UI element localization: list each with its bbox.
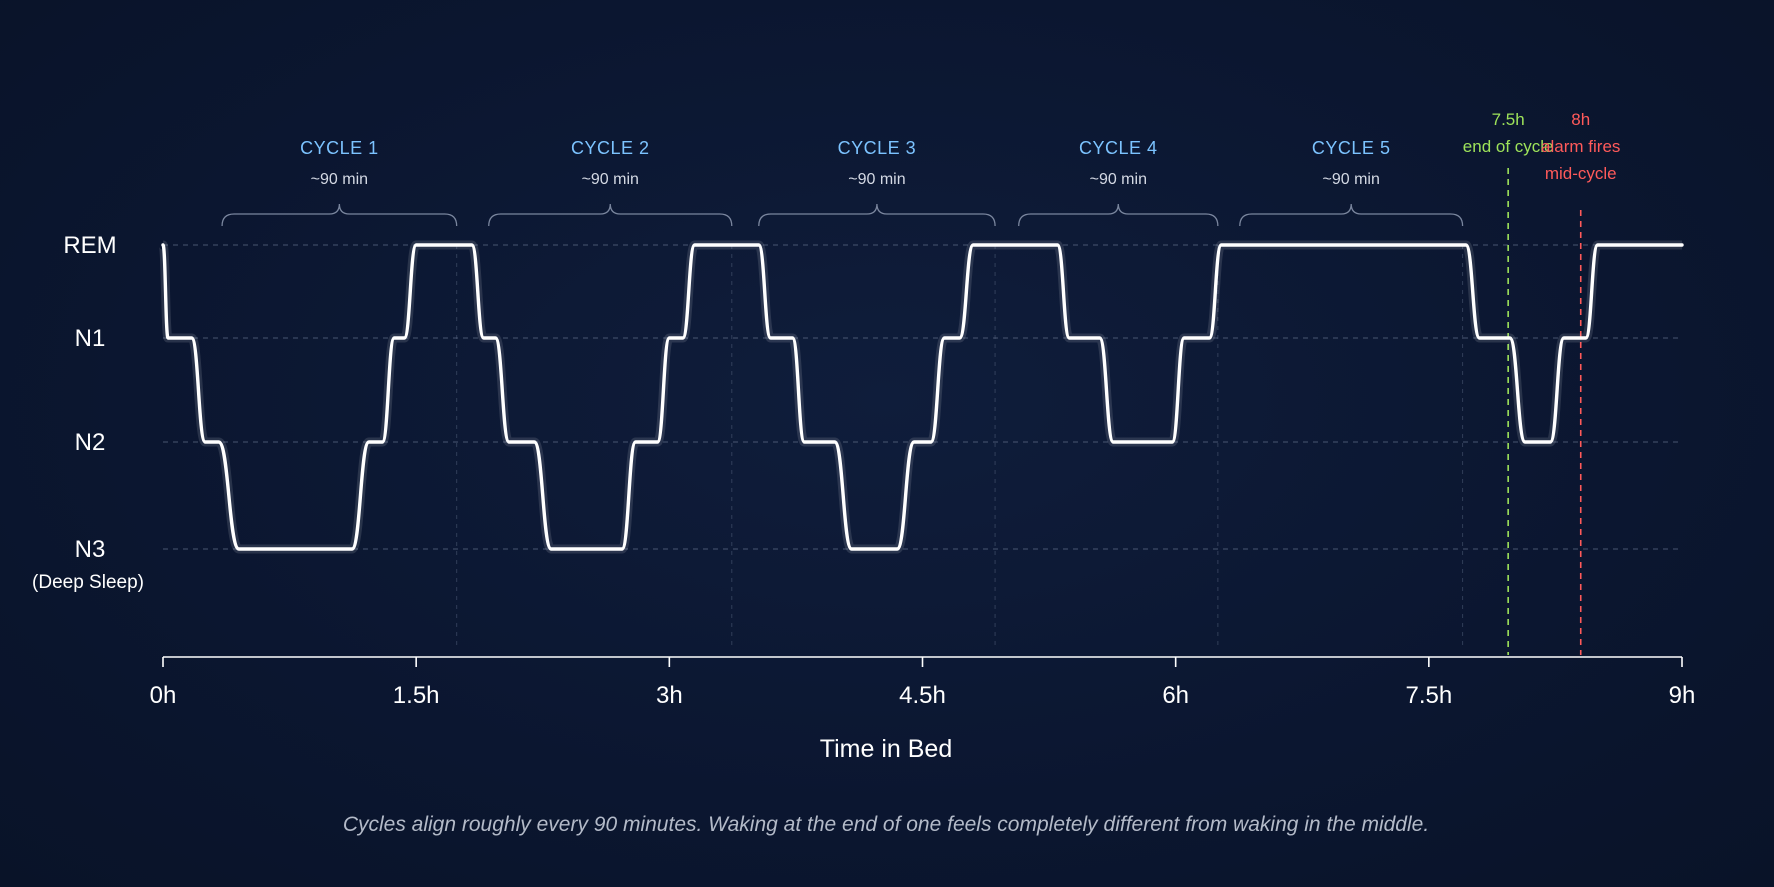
cycle-duration-2: ~90 min xyxy=(582,171,639,188)
hypnogram-line xyxy=(158,240,1684,554)
y-label-n1: N1 xyxy=(75,325,106,352)
cycle-title-2: CYCLE 2 xyxy=(571,138,650,158)
cycle-duration-5: ~90 min xyxy=(1323,171,1380,188)
x-axis-title: Time in Bed xyxy=(820,735,952,763)
cycle-title-1: CYCLE 1 xyxy=(300,138,379,158)
cycle-bracket-5 xyxy=(1239,203,1464,227)
x-tick-label-1: 0h xyxy=(150,682,177,709)
x-tick-label-7: 9h xyxy=(1669,682,1696,709)
x-tick-label-5: 6h xyxy=(1162,682,1189,709)
cycle-title-3: CYCLE 3 xyxy=(838,138,917,158)
grid-layer xyxy=(163,244,1682,650)
y-axis-labels: REM N1 N2 N3 (Deep Sleep) xyxy=(32,232,144,593)
x-tick-label-2: 1.5h xyxy=(393,682,440,709)
x-axis: 0h 1.5h 3h 4.5h 6h 7.5h 9h xyxy=(150,656,1696,709)
x-tick-label-4: 4.5h xyxy=(899,682,946,709)
cycle-bracket-4 xyxy=(1018,203,1219,227)
y-label-n3: N3 xyxy=(75,536,106,563)
hypnogram-path xyxy=(161,243,1684,551)
cycle-duration-4: ~90 min xyxy=(1090,171,1147,188)
cycle-bracket-1 xyxy=(221,203,458,227)
marker-label-1-2: end of cycle xyxy=(1463,137,1554,156)
cycle-bracket-3 xyxy=(758,203,996,227)
time-markers: 7.5h end of cycle 8h alarm fires mid-cycle xyxy=(1463,110,1620,655)
marker-label-2-3: mid-cycle xyxy=(1545,164,1617,183)
x-tick-label-3: 3h xyxy=(656,682,683,709)
y-label-rem: REM xyxy=(63,232,116,259)
cycle-annotations: CYCLE 1 ~90 min CYCLE 2 ~90 min CYCLE 3 ~90 m… xyxy=(221,138,1464,227)
x-tick-label-6: 7.5h xyxy=(1405,682,1452,709)
hypnogram-glow xyxy=(158,240,1682,554)
marker-label-2-2: alarm fires xyxy=(1541,137,1620,156)
cycle-title-4: CYCLE 4 xyxy=(1079,138,1158,158)
cycle-title-5: CYCLE 5 xyxy=(1312,138,1391,158)
cycle-duration-3: ~90 min xyxy=(848,171,905,188)
marker-label-2-1: 8h xyxy=(1571,110,1590,129)
chart-caption: Cycles align roughly every 90 minutes. W… xyxy=(343,813,1429,836)
y-sublabel-n3: (Deep Sleep) xyxy=(32,572,144,593)
marker-label-1-1: 7.5h xyxy=(1492,110,1525,129)
cycle-duration-1: ~90 min xyxy=(311,171,368,188)
y-label-n2: N2 xyxy=(75,429,106,456)
cycle-bracket-2 xyxy=(488,203,733,227)
